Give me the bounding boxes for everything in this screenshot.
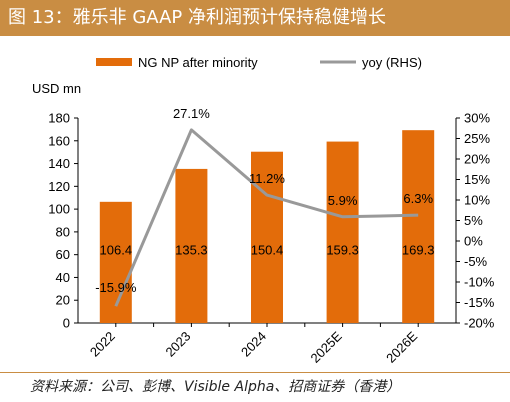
source-divider: [0, 372, 510, 373]
bar: [175, 168, 208, 323]
right-tick-label: 25%: [464, 131, 490, 146]
figure-title: 图 13：雅乐非 GAAP 净利润预计保持稳健增长: [8, 7, 386, 28]
left-tick-label: 80: [56, 224, 70, 239]
line-data-label: 5.9%: [328, 193, 358, 208]
right-tick-label: 0%: [464, 234, 483, 249]
bar-data-label: 106.4: [100, 243, 133, 258]
line-data-label: 11.2%: [249, 171, 285, 186]
bar: [251, 151, 283, 323]
combo-chart: 0 20 40 60 80 100 120 140 160 180 -20% -15% -10% -5% 0…: [32, 55, 495, 366]
source-note: 资料来源：公司、彭博、Visible Alpha、招商证券（香港）: [30, 379, 401, 395]
left-tick-label: 160: [48, 133, 70, 148]
left-tick-label: 40: [56, 270, 70, 285]
bar: [402, 130, 435, 323]
x-tick-label: 2022: [87, 329, 118, 360]
left-tick-label: 140: [48, 156, 70, 171]
legend-line-label: yoy (RHS): [362, 55, 422, 70]
line-data-label: -15.9%: [95, 280, 137, 295]
legend-bar-label: NG NP after minority: [138, 55, 258, 70]
right-tick-label: -10%: [464, 275, 495, 290]
legend-bar-swatch: [96, 58, 132, 66]
left-tick-label: 20: [56, 293, 70, 308]
right-tick-label: 15%: [464, 172, 490, 187]
y-axis-label: USD mn: [32, 81, 81, 96]
title-bar: 图 13：雅乐非 GAAP 净利润预计保持稳健增长: [0, 0, 510, 36]
left-tick-label: 180: [48, 111, 70, 126]
line-data-label: 6.3%: [403, 191, 433, 206]
right-tick-label: 5%: [464, 213, 483, 228]
x-tick-label: 2024: [238, 329, 269, 360]
right-tick-label: 30%: [464, 111, 490, 126]
bar-data-label: 135.3: [175, 243, 208, 258]
left-tick-label: 60: [56, 247, 70, 262]
x-tick-label: 2023: [162, 329, 193, 360]
x-tick-label: 2026E: [383, 328, 420, 365]
line-data-label: 27.1%: [173, 106, 210, 121]
x-tick-label: 2025E: [308, 328, 345, 365]
left-tick-label: 120: [48, 179, 70, 194]
bar: [326, 141, 359, 323]
right-tick-label: -20%: [464, 316, 495, 331]
yoy-line: [114, 128, 419, 307]
right-tick-label: -5%: [464, 254, 488, 269]
right-tick-label: 10%: [464, 193, 490, 208]
right-tick-label: 20%: [464, 152, 490, 167]
bar-data-label: 169.3: [402, 243, 435, 258]
bar-data-label: 150.4: [251, 243, 284, 258]
left-tick-label: 0: [63, 316, 70, 331]
right-tick-label: -15%: [464, 295, 495, 310]
left-tick-label: 100: [48, 202, 70, 217]
bar-data-label: 159.3: [326, 243, 359, 258]
